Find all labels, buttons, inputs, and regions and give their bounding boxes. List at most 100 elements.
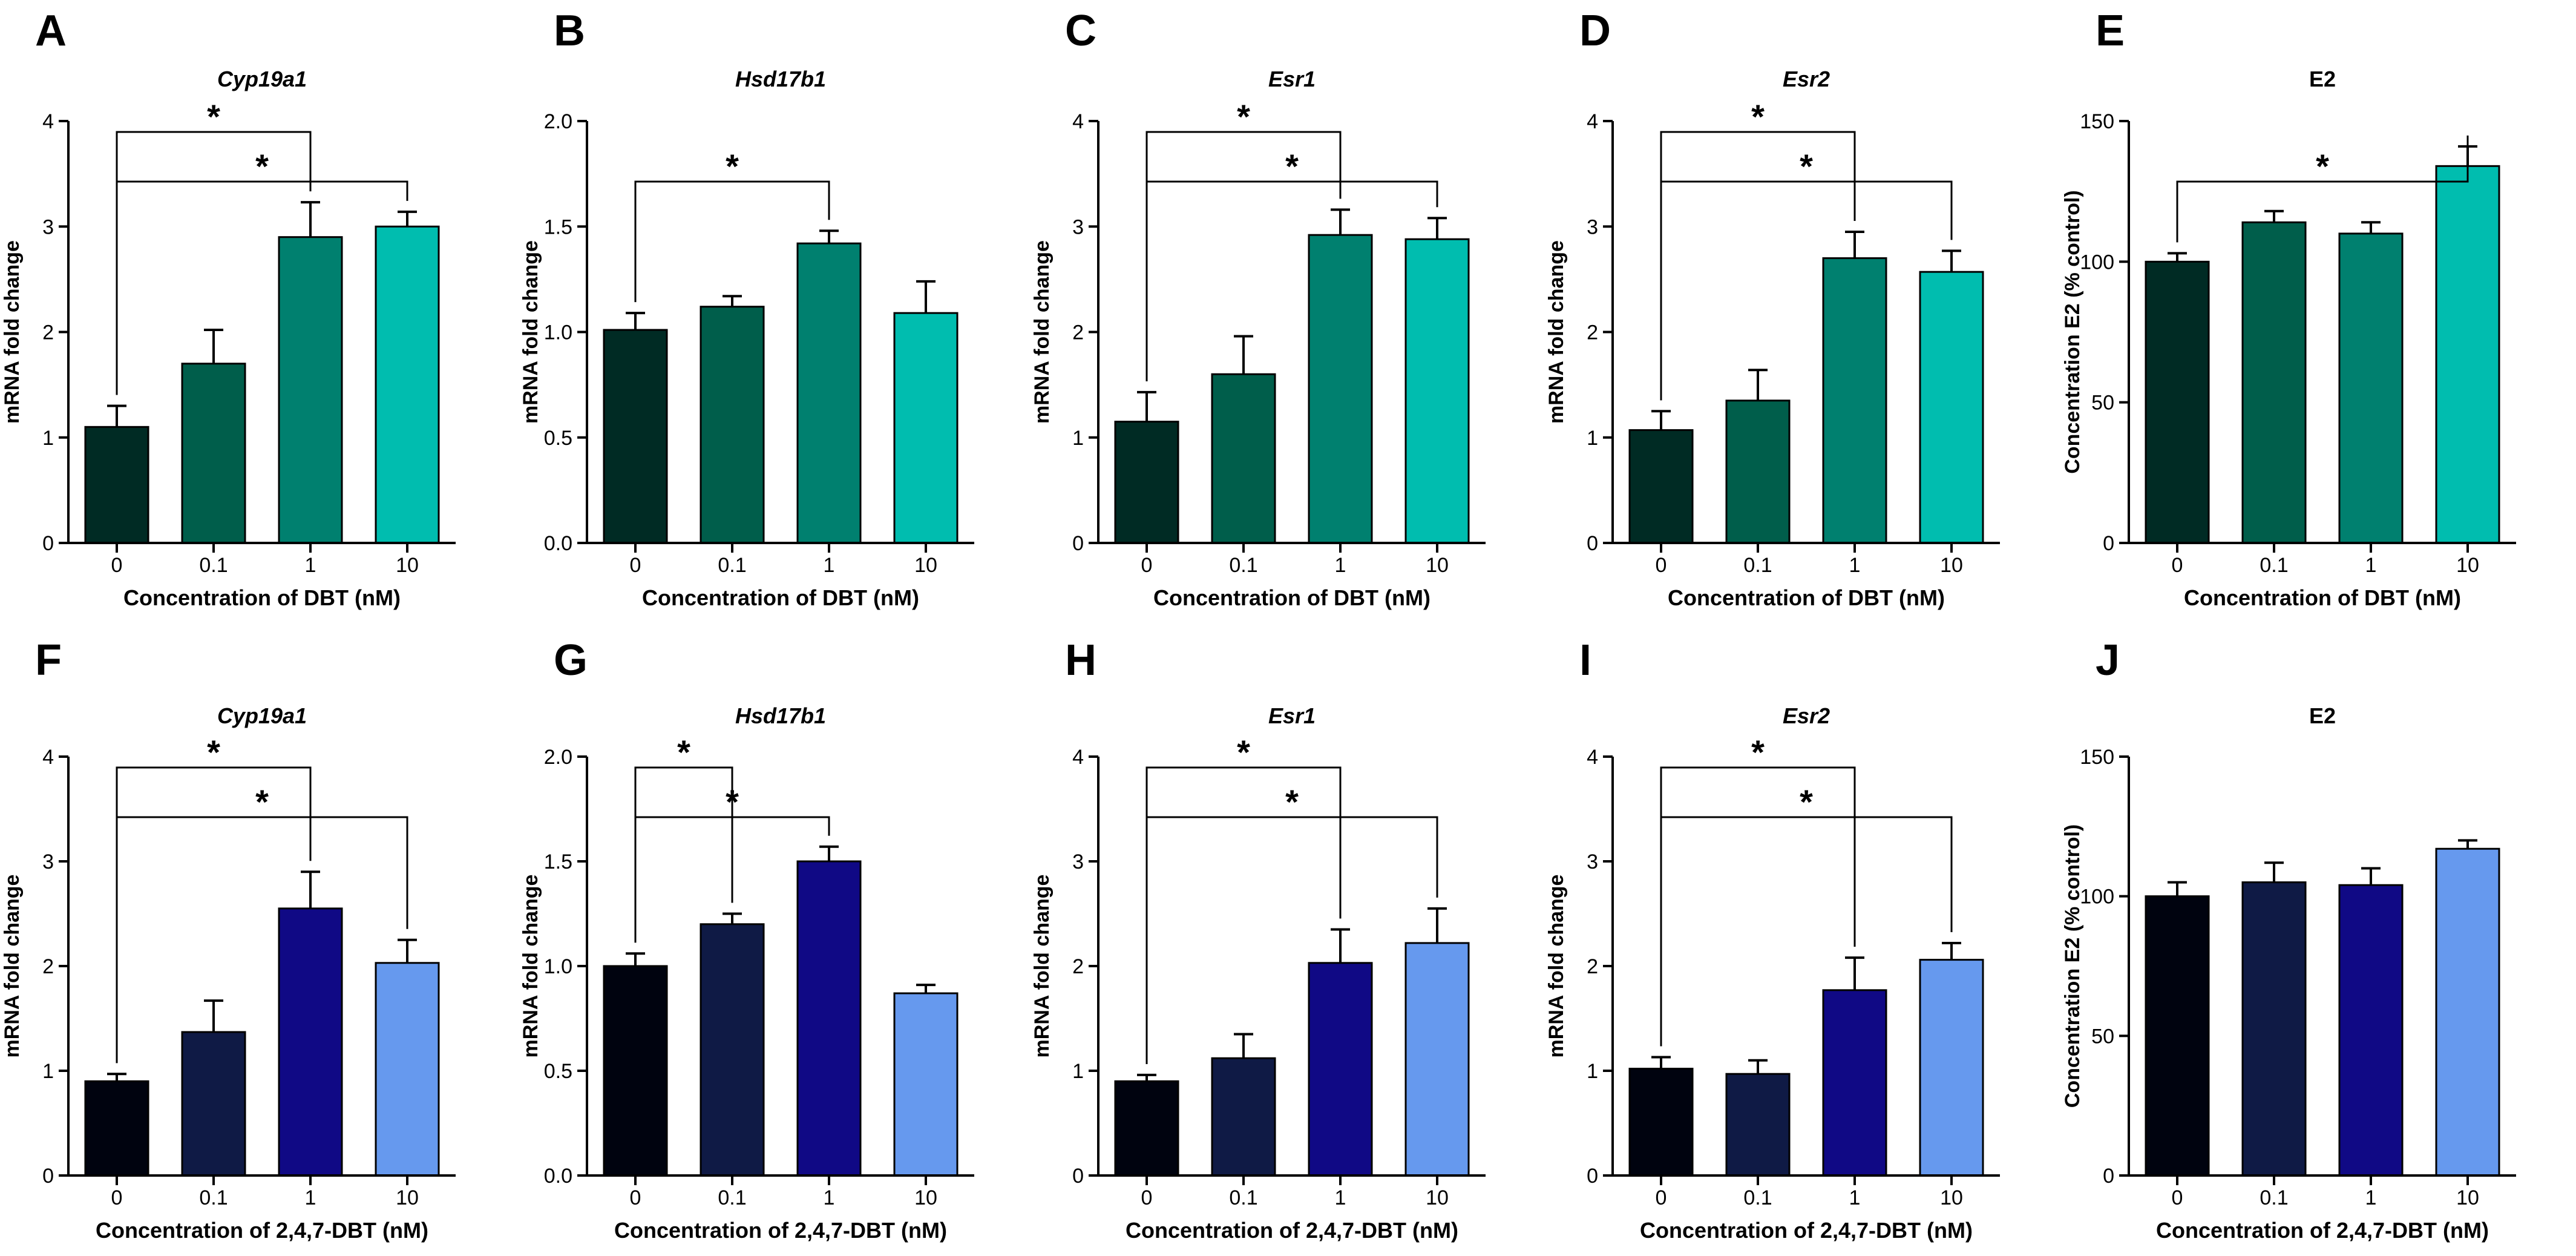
panel-a-x-tick-label: 0.1 bbox=[199, 554, 228, 577]
panel-g-error-bar-10 bbox=[916, 984, 936, 993]
panel-c: C Esr1 mRNA fold change Concentration of DB… bbox=[1031, 7, 1486, 610]
panel-h-bar-0 bbox=[1114, 1080, 1179, 1177]
panel-i-bar-1 bbox=[1822, 989, 1887, 1177]
panel-d-significance-star: * bbox=[1751, 97, 1765, 136]
panel-a-significance-bracket bbox=[116, 180, 408, 395]
panel-i-y-tick-label: 3 bbox=[1587, 850, 1598, 873]
panel-j-y-tick-label: 0 bbox=[2103, 1165, 2114, 1188]
panel-d-bar-1 bbox=[1822, 257, 1887, 544]
panel-a-error-bar-0.1 bbox=[204, 329, 223, 364]
panel-a-x-tick-label: 0 bbox=[111, 554, 123, 577]
panel-i-significance-star: * bbox=[1800, 783, 1813, 821]
panel-g-significance-bracket bbox=[634, 766, 733, 943]
panel-h-x-tick-label: 0 bbox=[1141, 1186, 1153, 1209]
panel-e-bar-1 bbox=[2338, 232, 2404, 544]
panel-b-y-tick-label: 2.0 bbox=[544, 110, 572, 133]
panel-e-significance-bracket bbox=[2176, 135, 2469, 243]
panel-a-y-tick-label: 2 bbox=[42, 321, 54, 344]
panel-c-bar-0.1 bbox=[1211, 373, 1276, 544]
panel-g-x-tick-label: 10 bbox=[914, 1186, 937, 1209]
panel-j-bar-1 bbox=[2338, 884, 2404, 1177]
panel-d-title: Esr2 bbox=[1783, 67, 1830, 91]
panel-d-error-bar-0.1 bbox=[1748, 369, 1768, 401]
panel-c-error-bar-1 bbox=[1331, 208, 1350, 235]
panel-i-x-tick-label: 0.1 bbox=[1743, 1186, 1772, 1209]
panel-g-bar-1 bbox=[796, 860, 862, 1177]
panel-f-title: Cyp19a1 bbox=[217, 703, 307, 728]
panel-g-letter: G bbox=[554, 636, 588, 685]
panel-c-bar-0 bbox=[1114, 421, 1179, 544]
panel-b-y-tick-label: 1.0 bbox=[544, 321, 572, 344]
panel-h-error-bar-0 bbox=[1137, 1073, 1156, 1082]
panel-c-y-tick-label: 3 bbox=[1072, 215, 1084, 238]
panel-d-bar-10 bbox=[1919, 271, 1984, 544]
panel-f-bar-1 bbox=[278, 907, 343, 1177]
panel-f-bar-10 bbox=[375, 962, 440, 1177]
panel-f-error-bar-10 bbox=[398, 938, 417, 963]
panel-d-letter: D bbox=[1579, 7, 1611, 55]
panel-b-error-bar-1 bbox=[819, 229, 839, 244]
panel-b-y-axis-label: mRNA fold change bbox=[519, 240, 542, 424]
panel-b-error-bar-10 bbox=[916, 280, 936, 314]
panel-b-letter: B bbox=[554, 7, 585, 55]
panel-j-error-bar-1 bbox=[2361, 867, 2381, 886]
panel-j-letter: J bbox=[2096, 636, 2120, 685]
panel-f-x-tick-label: 10 bbox=[396, 1186, 419, 1209]
panel-a-error-bar-0 bbox=[107, 404, 126, 427]
panel-e-y-tick-label: 100 bbox=[2080, 251, 2114, 274]
panel-b-bar-0.1 bbox=[700, 306, 765, 544]
panel-g-x-axis-label: Concentration of 2,4,7-DBT (nM) bbox=[614, 1218, 947, 1243]
panel-j-y-tick-label: 100 bbox=[2080, 886, 2114, 909]
panel-i-letter: I bbox=[1579, 636, 1591, 685]
panel-g-significance-bracket bbox=[634, 816, 830, 943]
panel-h-significance-star: * bbox=[1285, 783, 1299, 821]
panel-h-y-tick-label: 3 bbox=[1072, 850, 1084, 873]
panel-b-x-tick-label: 10 bbox=[914, 554, 937, 577]
panel-h-x-tick-label: 1 bbox=[1335, 1186, 1346, 1209]
panel-j-x-tick-label: 1 bbox=[2365, 1186, 2377, 1209]
panel-f-error-bar-0 bbox=[107, 1073, 126, 1082]
panel-b-significance-star: * bbox=[726, 147, 739, 185]
panel-h-bar-1 bbox=[1308, 962, 1373, 1177]
panel-g: G Hsd17b1 mRNA fold change Concentration of… bbox=[519, 636, 974, 1243]
panel-a-error-bar-10 bbox=[398, 210, 417, 227]
panel-a-y-tick-label: 0 bbox=[42, 532, 54, 555]
panel-a-y-tick-label: 1 bbox=[42, 427, 54, 450]
panel-b-x-axis-label: Concentration of DBT (nM) bbox=[642, 585, 919, 610]
panel-d-error-bar-1 bbox=[1845, 230, 1864, 258]
panel-c-letter: C bbox=[1065, 7, 1096, 55]
panel-f-x-tick-label: 0 bbox=[111, 1186, 123, 1209]
panel-g-y-tick-label: 0.5 bbox=[544, 1060, 572, 1083]
panel-b-error-bar-0.1 bbox=[723, 295, 742, 307]
panel-c-x-axis-label: Concentration of DBT (nM) bbox=[1153, 585, 1431, 610]
panel-b-x-tick-label: 0 bbox=[630, 554, 641, 577]
panel-j-x-axis-label: Concentration of 2,4,7-DBT (nM) bbox=[2156, 1218, 2489, 1243]
panel-j-error-bar-10 bbox=[2458, 839, 2477, 849]
panel-a-title: Cyp19a1 bbox=[217, 67, 307, 91]
panel-g-x-tick-label: 0 bbox=[630, 1186, 641, 1209]
panel-e-y-tick-label: 0 bbox=[2103, 532, 2114, 555]
panel-g-error-bar-1 bbox=[819, 845, 839, 861]
panel-f-x-tick-label: 0.1 bbox=[199, 1186, 228, 1209]
panel-i-error-bar-1 bbox=[1845, 956, 1864, 990]
panel-c-y-tick-label: 4 bbox=[1072, 110, 1084, 133]
panel-e-x-axis-label: Concentration of DBT (nM) bbox=[2184, 585, 2461, 610]
panel-f-bar-0.1 bbox=[181, 1031, 246, 1177]
panel-i-y-tick-label: 2 bbox=[1587, 955, 1598, 978]
panel-i-y-tick-label: 1 bbox=[1587, 1060, 1598, 1083]
panel-e-title: E2 bbox=[2309, 67, 2336, 91]
panel-d-bar-0.1 bbox=[1725, 399, 1791, 544]
panel-g-significance-star: * bbox=[726, 783, 739, 821]
panel-b-x-tick-label: 0.1 bbox=[718, 554, 746, 577]
panel-b-y-tick-label: 0.0 bbox=[544, 532, 572, 555]
panel-g-x-tick-label: 1 bbox=[824, 1186, 835, 1209]
panel-a-error-bar-1 bbox=[301, 201, 320, 237]
panel-g-y-axis-label: mRNA fold change bbox=[519, 875, 542, 1058]
panel-e-x-tick-label: 1 bbox=[2365, 554, 2377, 577]
panel-b-bar-0 bbox=[603, 329, 668, 544]
panel-h: H Esr1 mRNA fold change Concentration of 2,… bbox=[1031, 636, 1486, 1243]
panel-a-bar-0.1 bbox=[181, 363, 246, 544]
panel-g-error-bar-0.1 bbox=[723, 912, 742, 924]
panel-d-y-tick-label: 3 bbox=[1587, 215, 1598, 238]
panel-c-x-tick-label: 10 bbox=[1426, 554, 1449, 577]
